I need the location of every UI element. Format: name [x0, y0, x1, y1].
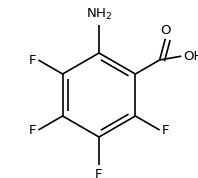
Text: F: F: [162, 124, 169, 137]
Text: NH$_2$: NH$_2$: [86, 7, 112, 22]
Text: F: F: [95, 168, 103, 178]
Text: OH: OH: [183, 50, 198, 63]
Text: F: F: [29, 124, 36, 137]
Text: F: F: [29, 54, 36, 67]
Text: O: O: [160, 24, 170, 37]
